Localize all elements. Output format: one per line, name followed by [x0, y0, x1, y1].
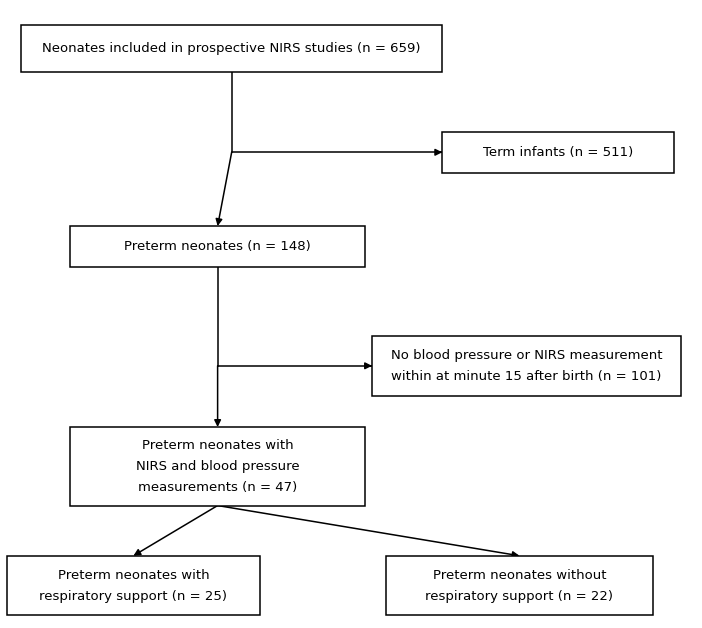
- FancyBboxPatch shape: [442, 132, 674, 173]
- FancyBboxPatch shape: [70, 226, 365, 267]
- FancyBboxPatch shape: [372, 336, 681, 396]
- FancyBboxPatch shape: [70, 427, 365, 506]
- Text: Preterm neonates with
respiratory support (n = 25): Preterm neonates with respiratory suppor…: [39, 568, 227, 603]
- Text: Preterm neonates with
NIRS and blood pressure
measurements (n = 47): Preterm neonates with NIRS and blood pre…: [135, 439, 300, 494]
- FancyBboxPatch shape: [7, 556, 260, 615]
- FancyBboxPatch shape: [386, 556, 653, 615]
- Text: Term infants (n = 511): Term infants (n = 511): [483, 146, 633, 159]
- Text: Neonates included in prospective NIRS studies (n = 659): Neonates included in prospective NIRS st…: [42, 42, 421, 55]
- FancyBboxPatch shape: [21, 25, 442, 72]
- Text: Preterm neonates without
respiratory support (n = 22): Preterm neonates without respiratory sup…: [425, 568, 614, 603]
- Text: No blood pressure or NIRS measurement
within at minute 15 after birth (n = 101): No blood pressure or NIRS measurement wi…: [391, 349, 662, 383]
- Text: Preterm neonates (n = 148): Preterm neonates (n = 148): [124, 240, 311, 253]
